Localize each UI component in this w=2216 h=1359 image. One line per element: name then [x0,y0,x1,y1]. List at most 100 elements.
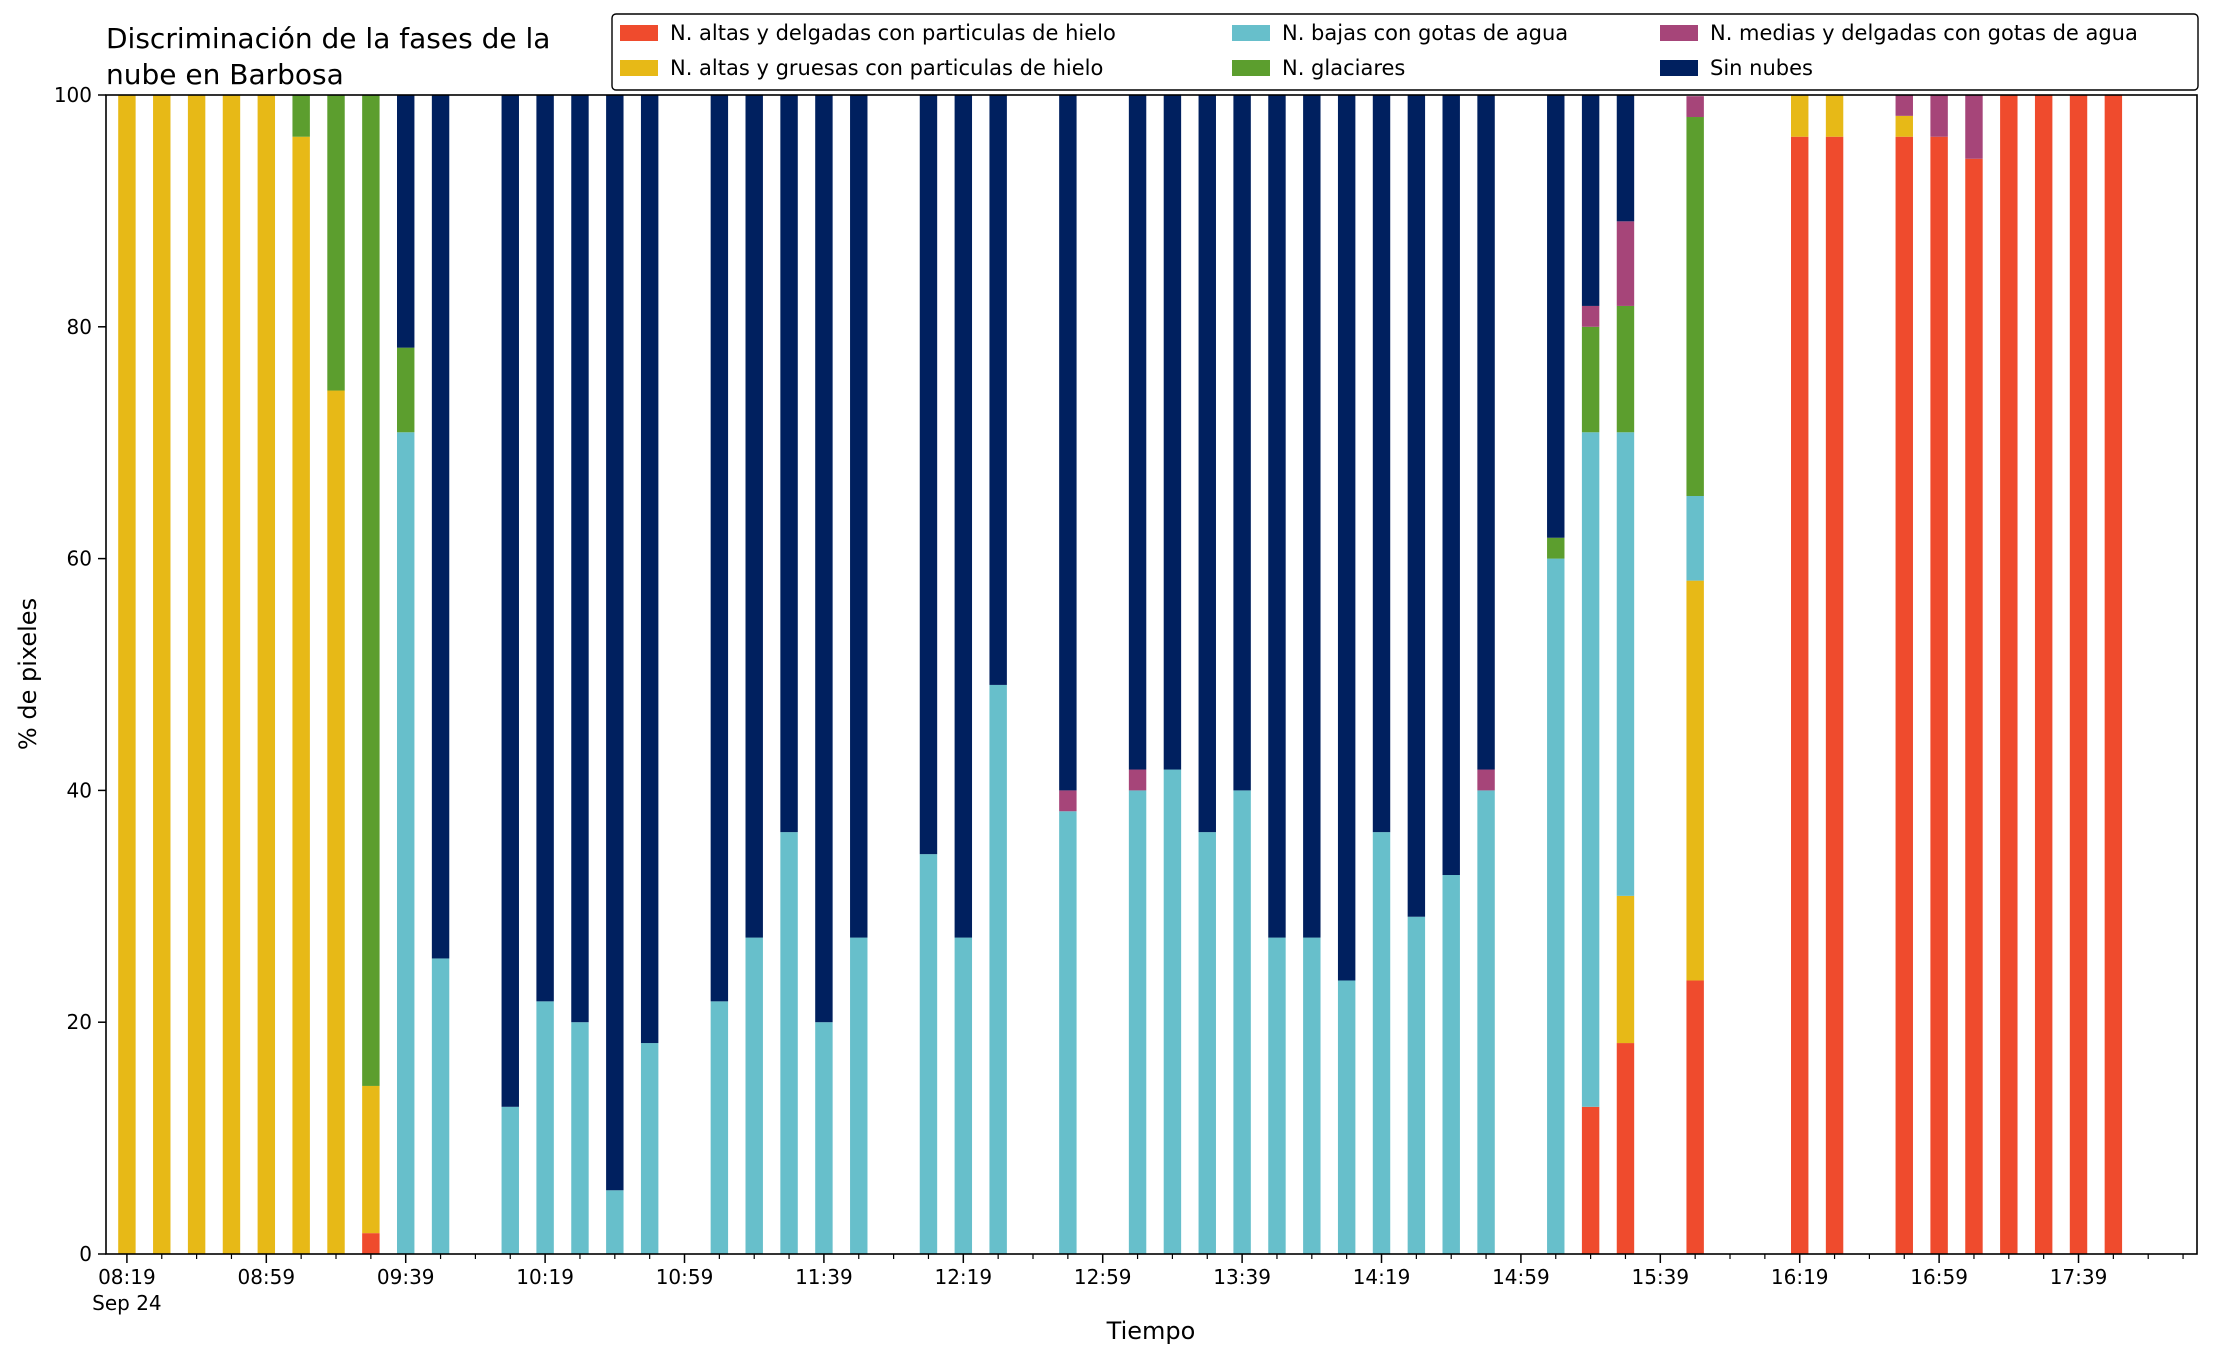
bar-segment [640,95,659,1044]
bar-segment [1303,937,1321,1254]
y-tick-label: 0 [79,1242,92,1266]
bar-segment [815,1022,833,1254]
x-tick-label: 15:39 [1631,1265,1689,1289]
bar-segment [1965,95,1983,159]
bar-segment [1198,832,1216,1254]
bar-segment [1059,790,1077,812]
bar-segment [501,1106,519,1254]
bar-segment [1547,537,1565,559]
bar-segment [850,937,868,1254]
bar-segment [1895,115,1913,137]
bar-segment [327,95,345,391]
bar-segment [745,937,763,1254]
bar-segment [397,432,415,1254]
bar-segment [1372,95,1391,833]
bar-segment [1616,221,1635,306]
bar-segment [1616,1043,1635,1254]
bars [118,95,2123,1255]
bar-segment [1477,95,1495,770]
bar-segment [431,95,450,959]
bar-segment [222,95,241,1254]
bar-segment [1268,937,1286,1254]
bar-segment [187,95,206,1254]
bar-segment [536,95,554,1002]
bar-segment [1059,811,1077,1254]
x-tick-label: 14:19 [1353,1265,1411,1289]
x-tick-label: 10:59 [656,1265,714,1289]
legend-label: N. medias y delgadas con gotas de agua [1710,21,2138,45]
x-tick-label: 11:39 [795,1265,853,1289]
bar-segment [1965,158,1983,1254]
legend-swatch [1232,25,1270,41]
bar-segment [1581,326,1600,433]
bar-segment [1442,95,1460,876]
bar-segment [780,832,798,1254]
bar-segment [536,1001,554,1254]
bar-segment [362,95,380,1086]
x-axis: 08:19 08:59 09:39 10:19 10:59 11:39 12:19 12:59… [92,1254,2184,1315]
chart-title-line: nube en Barbosa [106,58,344,91]
y-tick-label: 20 [67,1010,92,1034]
bar-segment [710,1001,729,1254]
y-tick-label: 100 [54,83,92,107]
bar-segment [1163,769,1182,1254]
y-tick-label: 60 [67,547,92,571]
legend-label: N. altas y gruesas con particulas de hie… [670,56,1103,80]
bar-segment [118,95,136,1254]
bar-segment [1547,95,1565,538]
bar-segment [362,1085,380,1234]
bar-segment [919,95,938,855]
bar-segment [1163,95,1182,770]
bar-segment [1581,432,1600,1107]
bar-segment [919,854,938,1254]
bar-segment [1407,916,1426,1254]
bar-segment [1233,790,1251,1254]
bar-segment [431,958,450,1254]
bar-segment [989,95,1007,685]
bar-segment [640,1043,659,1254]
bar-segment [1337,95,1356,981]
bar-segment [1686,117,1704,497]
bar-segment [257,95,276,1254]
y-axis-label: % de pixeles [14,598,42,750]
x-tick-label: 16:59 [1910,1265,1968,1289]
bar-segment [1442,875,1460,1254]
bar-segment [1059,95,1077,791]
y-tick-label: 80 [67,315,92,339]
bar-segment [1581,95,1600,306]
y-tick-label: 40 [67,778,92,802]
bar-segment [571,1022,589,1254]
bar-segment [362,1233,380,1254]
x-tick-label: 10:19 [516,1265,574,1289]
x-tick-label: 08:59 [237,1265,295,1289]
bar-segment [1616,95,1635,222]
bar-segment [397,95,415,348]
bar-segment [1407,95,1426,917]
legend-label: Sin nubes [1710,56,1813,80]
bar-segment [292,95,310,137]
bar-segment [2069,95,2088,1254]
bar-segment [1128,95,1147,770]
bar-segment [2000,95,2018,1254]
bar-segment [989,684,1007,1254]
x-tick-label: 17:39 [2050,1265,2108,1289]
bar-segment [1547,558,1565,1254]
legend-swatch [620,25,658,41]
bar-segment [1337,980,1356,1254]
bar-segment [2104,95,2123,1254]
x-tick-label: 12:19 [934,1265,992,1289]
x-tick-label: 09:39 [377,1265,435,1289]
bar-segment [1233,95,1251,791]
bar-segment [1825,136,1844,1255]
bar-segment [1825,95,1844,137]
x-tick-label: 12:59 [1074,1265,1132,1289]
legend-label: N. altas y delgadas con particulas de hi… [670,21,1116,45]
plot-frame [105,94,2198,1255]
bar-segment [606,95,624,1191]
legend-swatch [1660,25,1698,41]
legend: N. altas y delgadas con particulas de hi… [611,13,2199,91]
bar-segment [1791,95,1809,137]
bar-segment [1303,95,1321,938]
